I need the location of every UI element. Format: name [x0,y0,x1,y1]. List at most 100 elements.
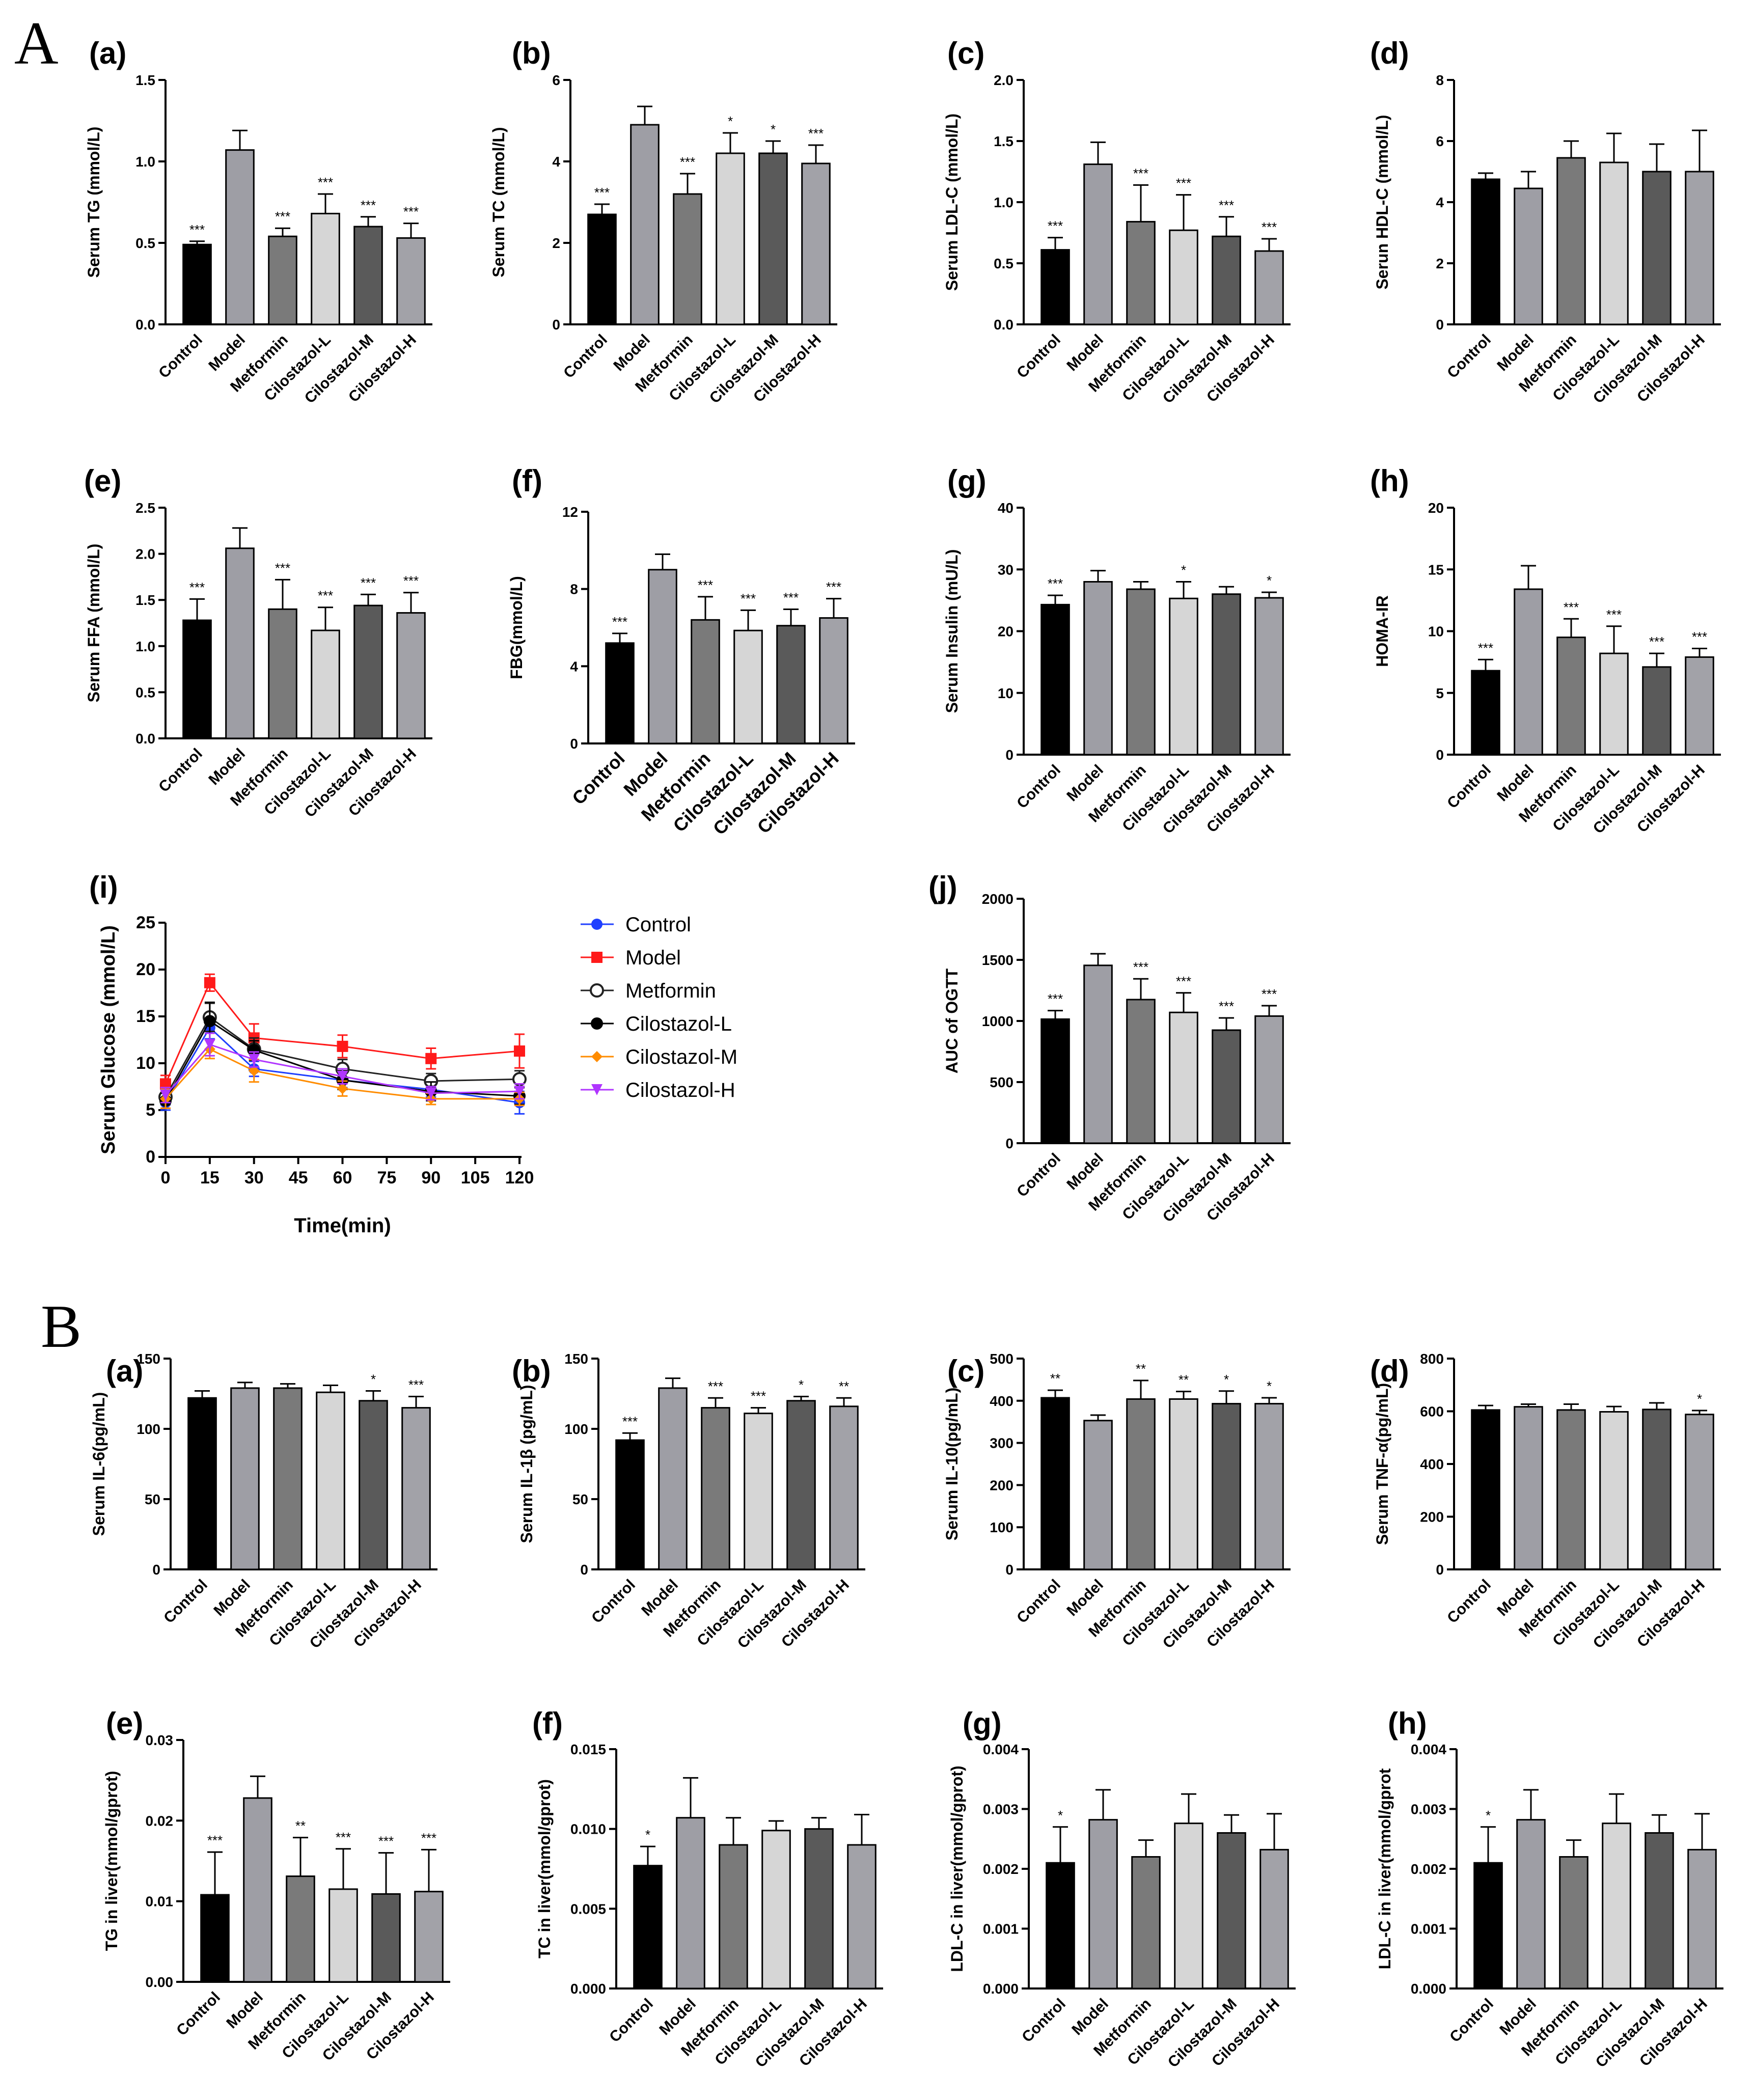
bar-control [1040,1018,1070,1144]
category-label: Control [568,748,628,809]
marker-model [591,952,602,963]
category-label: Model [1494,331,1537,375]
panel-label: (g) [963,1706,1002,1740]
category-label: Control [1444,762,1494,812]
bar-cilostazol-l [1599,161,1629,325]
series-line [165,1048,519,1100]
significance-label: *** [612,614,627,629]
y-tick-label: 0 [1436,317,1444,333]
bar-control [1471,178,1500,325]
y-axis-label: Serun HDL-C (mmol/L) [1373,115,1391,289]
y-tick-label: 6 [1436,133,1444,149]
marker-metformin [590,983,604,998]
panel-label: (j) [928,870,957,904]
category-label: Model [1069,1996,1112,2039]
y-tick-label: 100 [990,1519,1014,1535]
y-tick-label: 1000 [982,1013,1014,1029]
series-line [165,1016,520,1097]
bar-metformin [701,1407,730,1570]
y-tick-label: 5 [146,1100,155,1120]
significance-label: *** [1692,629,1707,644]
bar-control [1473,1862,1503,1990]
bar-cilostazol-m [1212,1403,1241,1570]
significance-label: *** [403,204,419,219]
significance-label: * [1058,1808,1063,1823]
bar-cilostazol-l [1169,229,1198,325]
significance-label: *** [1133,959,1148,975]
significance-label: *** [403,573,419,589]
bar-model [648,569,677,744]
bar-cilostazol-m [1645,1832,1674,1990]
chart-b-c: (c)Serum IL-10(pg/mL)0100200300400500**C… [943,1351,1291,1652]
chart-b-f: (f) TC in liver(mmol/gprot) 0.000 0.005 0.01… [532,1706,883,2071]
bar-model [676,1817,705,1990]
bar-cilostazol-m [1212,235,1241,325]
bar-cilostazol-m [371,1893,401,1983]
y-axis-label: TG in liver(mmol/gprot) [102,1771,121,1951]
y-axis-label: LDL-C in liver(mmol/gprot) [948,1765,966,1972]
y-tick-label: 1.0 [135,154,155,170]
y-axis-label: Serum Insulin (mU/L) [943,549,961,713]
category-label: Control [1014,1577,1064,1627]
bar-metformin [1126,1398,1156,1570]
legend-label: Cilostazol-M [625,1046,737,1068]
y-tick-label: 0 [1005,1562,1014,1578]
y-tick-label: 0.004 [983,1742,1019,1757]
bar-metformin [286,1875,315,1983]
significance-label: * [799,1377,804,1393]
marker-cilostazol-h [337,1070,348,1082]
category-label: Control [1014,1150,1064,1201]
x-tick-label: 45 [289,1168,308,1187]
significance-label: *** [1048,218,1063,234]
y-tick-label: 0.5 [135,235,155,251]
x-tick-label: 90 [421,1168,441,1187]
significance-label: *** [361,575,376,590]
bar-metformin [1126,588,1156,756]
y-tick-label: 0 [1436,1562,1444,1578]
bar-cilostazol-l [311,212,340,325]
y-tick-label: 0.01 [146,1894,174,1910]
significance-label: * [645,1827,650,1842]
marker-cilostazol-l [248,1044,260,1057]
bar-control [1471,670,1500,756]
bar-metformin [1556,1409,1586,1570]
y-tick-label: 1.0 [994,195,1014,210]
bar-model [1516,1819,1546,1990]
bar-cilostazol-h [1259,1848,1289,1990]
significance-label: *** [622,1414,638,1429]
bar-cilostazol-h [1254,597,1284,756]
section-label-b: B [41,1292,81,1360]
y-axis-label: Serum IL-1β (pg/mL) [517,1385,536,1543]
chart-a-d: (d) Serun HDL-C (mmol/L) 0 2 4 6 8 Control Model… [1370,36,1721,407]
significance-label: *** [1606,607,1622,622]
bar-model [1083,163,1113,325]
bar-control [1046,1862,1075,1990]
bar-metformin [691,619,720,744]
y-tick-label: 150 [136,1351,160,1367]
chart-a-c: (c) Serum LDL-C (mmol/L) 0.0 0.5 1.0 1.5 2.0 **… [943,36,1291,407]
legend: Control Model Metformin Cilostazol-L Cilosta… [581,914,737,1101]
bar-cilostazol-h [847,1844,876,1990]
y-tick-label: 6 [552,72,560,88]
significance-label: *** [708,1378,723,1394]
bar-cilostazol-l [1169,1011,1198,1144]
significance-label: *** [318,175,333,190]
panel-label: (c) [947,36,984,70]
category-label: Model [1496,1996,1540,2039]
bar-cilostazol-l [761,1830,791,1990]
significance-label: *** [1649,634,1664,649]
panel-label: (b) [512,1354,551,1388]
bar-cilostazol-m [353,604,383,739]
panel-label: (a) [106,1354,143,1388]
y-tick-label: 0 [1436,747,1444,763]
legend-label: Cilostazol-L [625,1013,732,1035]
bar-cilostazol-m [1642,1408,1672,1570]
significance-label: * [1486,1808,1491,1823]
significance-label: *** [318,588,333,603]
bar-cilostazol-m [353,226,383,325]
y-tick-label: 20 [1428,500,1444,516]
panel-label: (f) [532,1706,563,1740]
bar-model [1514,588,1543,756]
panel-label: (d) [1370,36,1409,70]
bar-cilostazol-l [733,629,763,744]
